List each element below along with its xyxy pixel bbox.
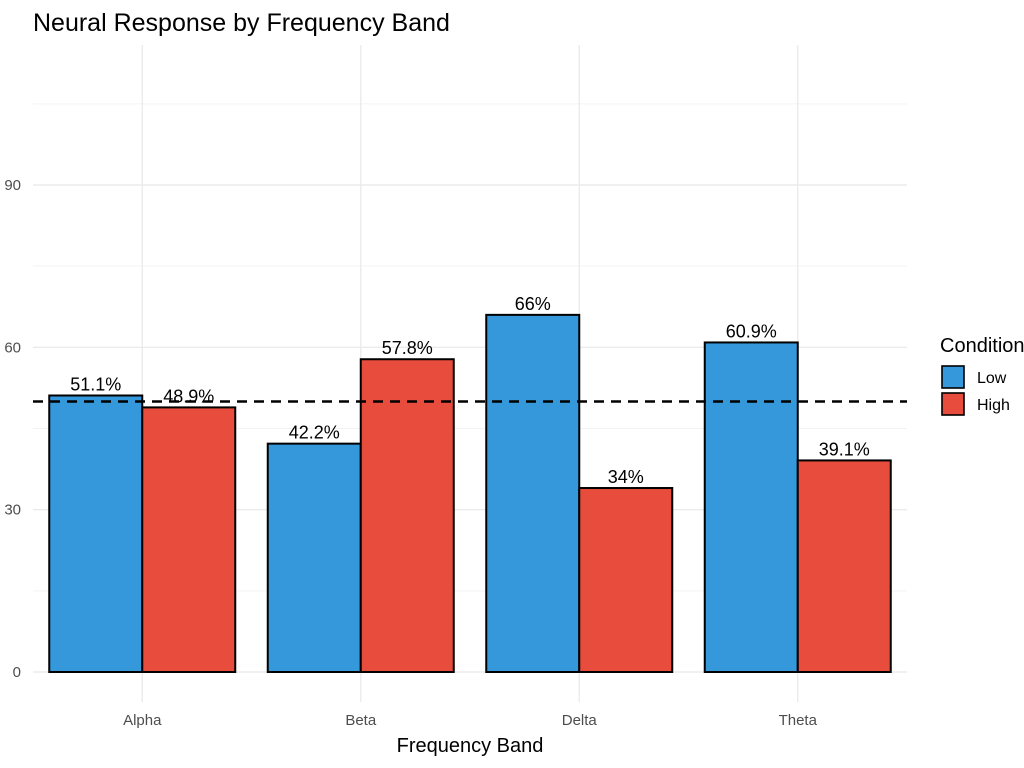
- y-tick-label: 30: [4, 502, 21, 519]
- x-tick-label-beta: Beta: [345, 712, 377, 729]
- chart-title: Neural Response by Frequency Band: [33, 9, 450, 37]
- bar-low-beta: [266, 442, 362, 674]
- data-label-low-beta: 42.2%: [289, 423, 340, 443]
- x-tick-label-theta: Theta: [779, 712, 818, 729]
- legend: Condition Low High: [940, 335, 1024, 416]
- axis-layer: 0 30 60 90 Alpha Beta Delta Theta: [4, 177, 817, 729]
- data-label-low-delta: 66%: [515, 294, 551, 314]
- x-tick-label-alpha: Alpha: [123, 712, 162, 729]
- bar-high-beta: [359, 358, 455, 673]
- data-label-high-beta: 57.8%: [382, 338, 433, 358]
- legend-items: Low High: [941, 365, 1010, 416]
- bar-low-alpha: [48, 394, 144, 673]
- bar-high-alpha: [141, 406, 237, 673]
- y-tick-label: 60: [4, 339, 21, 356]
- y-tick-label: 90: [4, 177, 21, 194]
- data-labels-layer: 51.1% 48.9% 42.2% 57.8% 66% 34% 60.9% 39.1%: [70, 294, 870, 487]
- bar-low-theta: [703, 341, 799, 673]
- data-label-high-alpha: 48.9%: [163, 386, 214, 406]
- legend-key-low: [941, 365, 965, 389]
- x-tick-label-delta: Delta: [562, 712, 598, 729]
- bar-low-delta: [485, 313, 581, 673]
- data-label-low-alpha: 51.1%: [70, 374, 121, 394]
- data-label-high-theta: 39.1%: [819, 439, 870, 459]
- data-label-high-delta: 34%: [608, 467, 644, 487]
- y-tick-label: 0: [13, 664, 21, 681]
- x-axis-title: Frequency Band: [397, 735, 544, 757]
- data-label-low-theta: 60.9%: [726, 321, 777, 341]
- bars-layer: [48, 313, 892, 674]
- legend-key-high: [941, 392, 965, 416]
- legend-label-high: High: [977, 397, 1010, 414]
- legend-title: Condition: [940, 335, 1024, 357]
- bar-high-theta: [796, 459, 892, 674]
- legend-label-low: Low: [977, 370, 1007, 387]
- bar-high-delta: [578, 487, 674, 673]
